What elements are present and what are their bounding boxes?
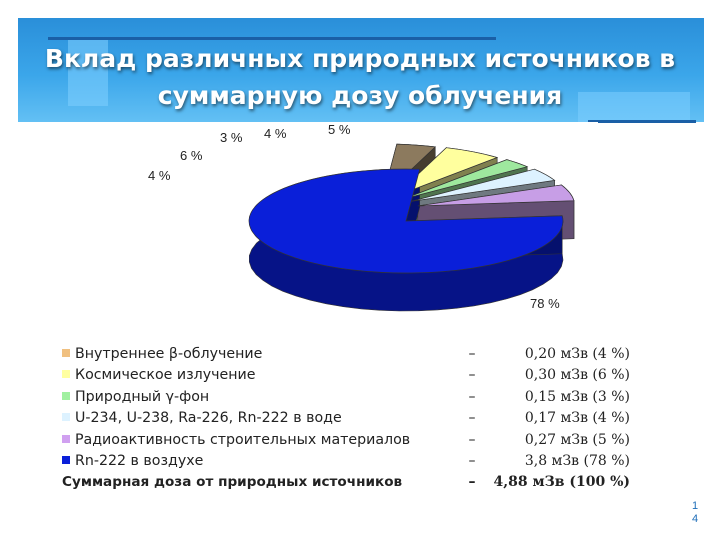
page-number-main: 4 — [691, 513, 699, 525]
pie-chart: 4 % 6 % 3 % 4 % 5 % 78 % — [148, 122, 575, 312]
banner-accent-block — [68, 40, 108, 106]
banner-accent-line — [48, 37, 496, 40]
slide-title-line-1: Вклад различных природных источников в — [44, 44, 676, 73]
legend-swatch — [62, 391, 70, 400]
pie-slice — [410, 168, 556, 202]
page-number: 1 4 — [688, 500, 702, 526]
data-label: 3 % — [220, 130, 243, 145]
slide-title-line-2: суммарную дозу облучения — [157, 81, 563, 110]
dash: – — [468, 452, 476, 469]
legend-row-total: Суммарная доза от природных источников — [62, 472, 462, 493]
legend-swatch — [62, 434, 70, 443]
legend-label: Природный γ-фон — [75, 388, 210, 405]
dose-value: 0,15 мЗв (3 %) — [524, 388, 630, 405]
legend-label: Rn-222 в воздухе — [75, 452, 204, 469]
legend-swatch — [62, 370, 70, 379]
dash: – — [468, 388, 476, 405]
dash-column: – – – – – – – — [464, 344, 480, 494]
page-number-small: 1 — [691, 500, 699, 512]
dash: – — [468, 410, 476, 427]
data-label: 5 % — [328, 122, 351, 137]
total-label: Суммарная доза от природных источников — [62, 474, 403, 491]
data-label: 4 % — [264, 126, 287, 141]
legend-swatch — [62, 413, 70, 422]
banner-accent-line-right — [588, 120, 696, 123]
pie-slice — [393, 147, 499, 198]
legend: Внутреннее β-облучение Космическое излуч… — [62, 344, 462, 494]
dose-total-value: 4,88 мЗв (100 %) — [493, 474, 630, 491]
data-label: 6 % — [180, 148, 203, 163]
legend-label: Космическое излучение — [75, 367, 256, 384]
value-column: 0,20 мЗв (4 %) 0,30 мЗв (6 %) 0,15 мЗв (… — [480, 344, 630, 494]
chart-panel: 4 % 6 % 3 % 4 % 5 % 78 % — [126, 122, 598, 322]
pie-slice — [417, 184, 575, 207]
dose-value: 0,20 мЗв (4 %) — [524, 346, 630, 362]
legend-row-radon-air: Rn-222 в воздухе — [62, 451, 462, 472]
dose-value: 0,30 мЗв (6 %) — [524, 367, 630, 384]
dash: – — [468, 346, 476, 362]
dash: – — [468, 431, 476, 448]
legend-label: Радиоактивность строительных материалов — [75, 431, 411, 448]
dash-total: – — [468, 474, 476, 491]
legend-label: U-234, U-238, Ra-226, Rn-222 в воде — [75, 410, 342, 427]
legend-swatch — [62, 349, 70, 357]
slide-title: Вклад различных природных источников в с… — [40, 40, 680, 114]
dose-value: 0,17 мЗв (4 %) — [524, 410, 630, 427]
dose-value: 3,8 мЗв (78 %) — [524, 452, 630, 469]
legend-row-water: U-234, U-238, Ra-226, Rn-222 в воде — [62, 408, 462, 429]
legend-swatch — [62, 455, 70, 464]
legend-row-internal-beta: Внутреннее β-облучение — [62, 344, 462, 365]
legend-row-gamma-background: Природный γ-фон — [62, 387, 462, 408]
legend-row-cosmic: Космическое излучение — [62, 365, 462, 386]
dose-value: 0,27 мЗв (5 %) — [524, 431, 630, 448]
legend-row-building-materials: Радиоактивность строительных материалов — [62, 430, 462, 451]
dash: – — [468, 367, 476, 384]
legend-label: Внутреннее β-облучение — [75, 346, 263, 362]
data-label: 78 % — [530, 296, 560, 311]
pie-slice — [403, 159, 529, 200]
data-label: 4 % — [148, 168, 171, 183]
banner-accent-block-right — [578, 92, 690, 122]
pie-slice — [248, 168, 564, 274]
